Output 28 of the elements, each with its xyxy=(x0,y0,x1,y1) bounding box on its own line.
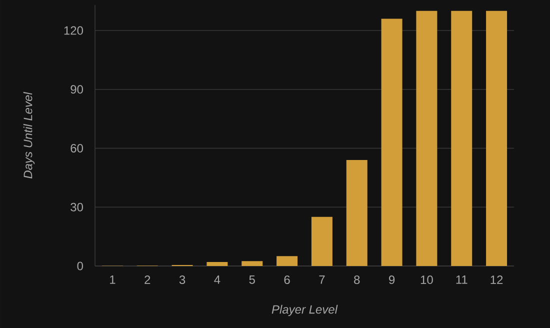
x-tick-label: 10 xyxy=(420,276,433,284)
x-tick-label: 4 xyxy=(214,276,220,284)
y-tick-label: 120 xyxy=(64,26,84,35)
x-tick-label: 5 xyxy=(249,276,255,284)
bar xyxy=(451,10,472,266)
bar xyxy=(311,216,332,266)
x-tick-label: 1 xyxy=(110,276,116,284)
x-tick-label: 3 xyxy=(179,276,186,284)
bar xyxy=(242,261,263,266)
x-tick-label: 2 xyxy=(144,276,150,284)
x-axis-title: Player Level xyxy=(272,304,338,316)
bar xyxy=(416,10,438,266)
y-tick-label: 60 xyxy=(70,144,84,152)
bar xyxy=(206,262,228,266)
x-tick-label: 6 xyxy=(284,276,290,284)
x-tick-label: 8 xyxy=(354,276,360,284)
y-tick-label: 30 xyxy=(70,202,84,212)
bar xyxy=(346,160,368,266)
bar xyxy=(276,256,298,266)
x-tick-label: 12 xyxy=(490,276,503,284)
x-tick-label: 11 xyxy=(456,276,468,284)
x-tick-label: 9 xyxy=(389,276,395,284)
y-tick-label: 90 xyxy=(70,85,84,94)
y-axis-title: Days Until Level xyxy=(23,92,35,178)
bar xyxy=(486,10,508,266)
bar xyxy=(381,18,402,266)
y-tick-label: 0 xyxy=(77,262,84,270)
x-tick-label: 7 xyxy=(319,276,325,284)
